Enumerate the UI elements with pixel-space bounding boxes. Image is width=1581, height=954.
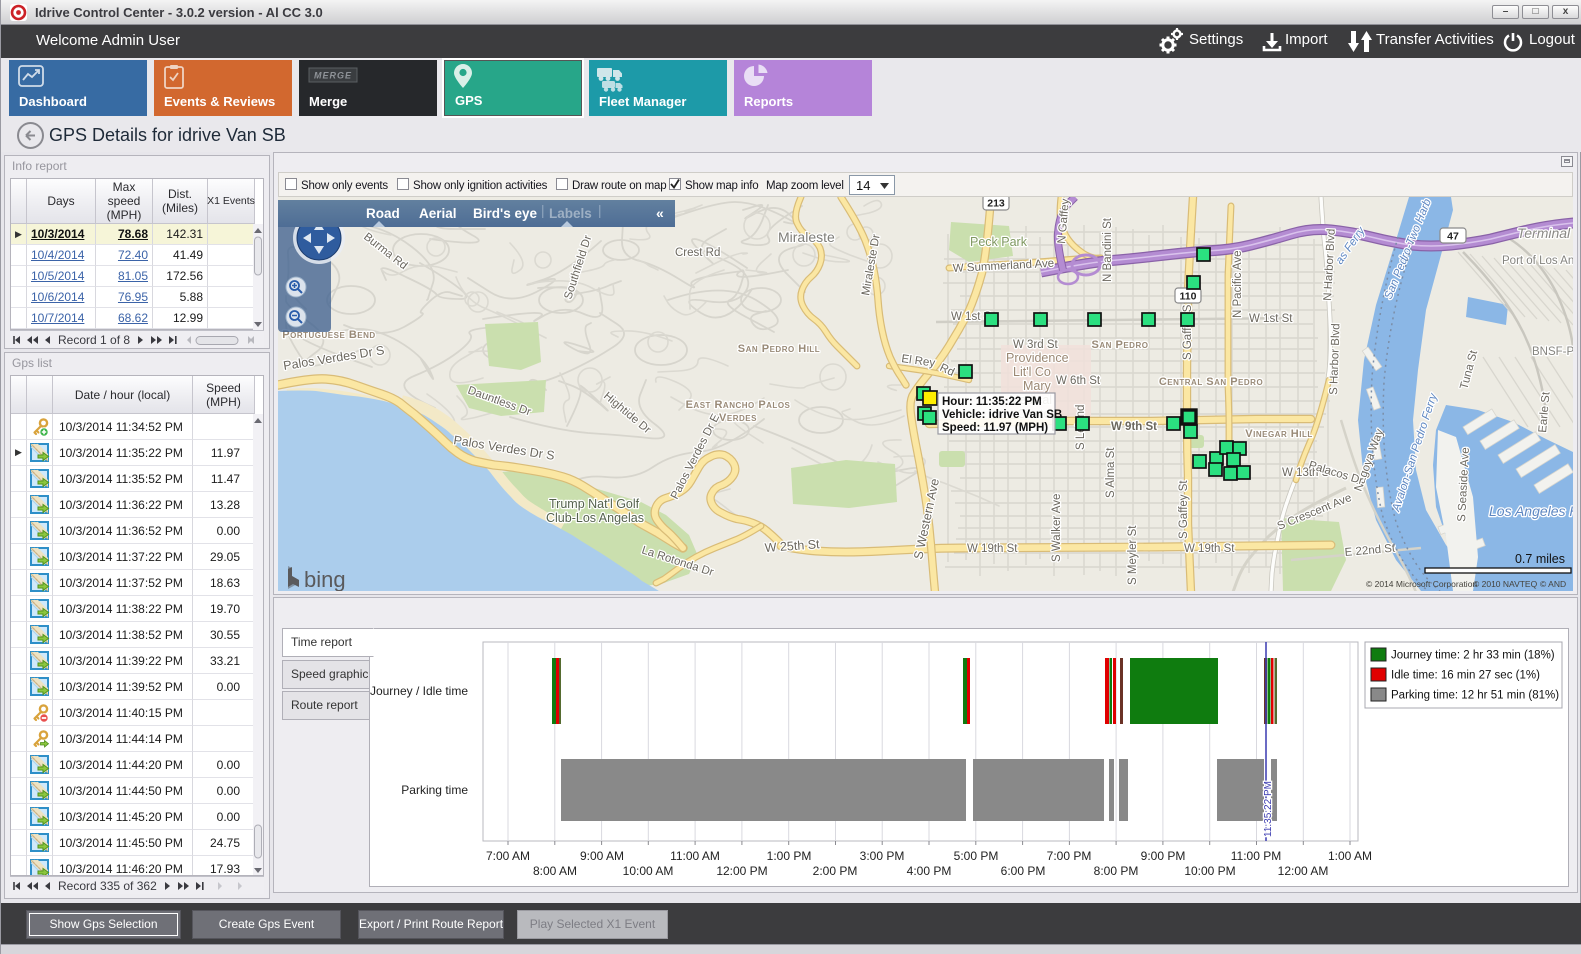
svg-text:5:00 PM: 5:00 PM: [954, 849, 999, 863]
svg-text:Parking time: Parking time: [401, 783, 468, 797]
svg-text:Miraleste: Miraleste: [778, 229, 835, 245]
svg-text:9:00 AM: 9:00 AM: [580, 849, 624, 863]
svg-text:W 1st S: W 1st S: [951, 311, 992, 323]
svg-text:San Pedro Hill: San Pedro Hill: [738, 343, 820, 355]
svg-text:© 2014 Microsoft Corporation: © 2014 Microsoft Corporation: [1366, 579, 1477, 589]
svg-text:Verdes: Verdes: [719, 412, 757, 424]
svg-text:Los Angeles Harb: Los Angeles Harb: [1489, 503, 1573, 519]
svg-text:E 22nd St: E 22nd St: [1344, 543, 1396, 559]
svg-text:Port of Los Angel: Port of Los Angel: [1502, 255, 1573, 267]
svg-text:11:00 PM: 11:00 PM: [1231, 849, 1281, 863]
svg-text:W 13th St: W 13th St: [1282, 467, 1333, 479]
svg-text:Vehicle: idrive Van SB: Vehicle: idrive Van SB: [942, 409, 1062, 421]
svg-text:12:00 PM: 12:00 PM: [716, 864, 767, 878]
svg-text:Vinegar Hill: Vinegar Hill: [1245, 428, 1312, 440]
svg-text:East Rancho Palos: East Rancho Palos: [686, 399, 791, 411]
svg-text:110: 110: [1180, 291, 1197, 303]
svg-text:213: 213: [987, 198, 1005, 210]
svg-text:1:00 PM: 1:00 PM: [767, 849, 812, 863]
svg-text:BNSF-Port: BNSF-Port: [1532, 346, 1573, 358]
svg-text:2:00 PM: 2:00 PM: [813, 864, 858, 878]
svg-text:Terminal Is: Terminal Is: [1517, 225, 1573, 241]
svg-text:Record 1 of 8: Record 1 of 8: [58, 333, 130, 347]
svg-text:MERGE: MERGE: [314, 71, 352, 81]
svg-text:W 25th St: W 25th St: [764, 537, 820, 555]
svg-text:8:00 AM: 8:00 AM: [533, 864, 577, 878]
svg-text:3:00 PM: 3:00 PM: [860, 849, 905, 863]
svg-text:W 9th St: W 9th St: [1111, 421, 1157, 433]
svg-text:7:00 PM: 7:00 PM: [1047, 849, 1092, 863]
svg-text:Journey time: 2 hr 33 min (18%: Journey time: 2 hr 33 min (18%): [1391, 650, 1555, 662]
svg-text:© 2010 NAVTEQ: © 2010 NAVTEQ: [1473, 579, 1538, 589]
svg-text:1:00 AM: 1:00 AM: [1328, 849, 1372, 863]
svg-text:S Alma St: S Alma St: [1105, 447, 1117, 498]
svg-text:Trump Nat'l Golf: Trump Nat'l Golf: [549, 497, 640, 511]
svg-text:Hour: 11:35:22 PM: Hour: 11:35:22 PM: [942, 396, 1042, 408]
svg-text:8:00 PM: 8:00 PM: [1094, 864, 1139, 878]
svg-text:Lit'l Co: Lit'l Co: [1013, 365, 1051, 379]
svg-text:Peck Park: Peck Park: [970, 235, 1028, 249]
svg-text:Club-Los Angelas: Club-Los Angelas: [546, 511, 644, 525]
svg-text:11:00 AM: 11:00 AM: [670, 849, 720, 863]
svg-text:S Gaffey St: S Gaffey St: [1178, 480, 1190, 539]
svg-text:N Bandini St: N Bandini St: [1102, 217, 1114, 282]
svg-text:6:00 PM: 6:00 PM: [1001, 864, 1046, 878]
svg-text:S Meyler St: S Meyler St: [1127, 525, 1139, 585]
svg-text:W 19th St: W 19th St: [1184, 543, 1235, 555]
svg-text:0.7 miles: 0.7 miles: [1515, 552, 1565, 566]
svg-text:11:35:22 PM: 11:35:22 PM: [1263, 781, 1274, 837]
svg-text:Idle time: 16 min 27 sec (1%): Idle time: 16 min 27 sec (1%): [1391, 670, 1540, 682]
svg-text:Earle St: Earle St: [1537, 391, 1553, 434]
svg-text:Record 335 of 362: Record 335 of 362: [58, 879, 157, 893]
svg-text:© AND: © AND: [1540, 579, 1566, 589]
svg-text:Central San Pedro: Central San Pedro: [1159, 376, 1263, 388]
svg-text:Journey / Idle time: Journey / Idle time: [370, 684, 468, 698]
svg-text:S Seaside Ave: S Seaside Ave: [1456, 447, 1472, 522]
svg-text:Crest Rd: Crest Rd: [675, 247, 720, 259]
svg-text:bing: bing: [304, 567, 346, 591]
svg-text:Mary: Mary: [1023, 379, 1052, 393]
svg-text:Providence: Providence: [1006, 351, 1069, 365]
svg-text:47: 47: [1447, 231, 1459, 243]
svg-text:N Harbor Blvd: N Harbor Blvd: [1322, 228, 1338, 301]
svg-text:4:00 PM: 4:00 PM: [907, 864, 952, 878]
svg-text:12:00 AM: 12:00 AM: [1278, 864, 1329, 878]
svg-text:W 6th St: W 6th St: [1056, 375, 1101, 387]
svg-text:10:00 AM: 10:00 AM: [623, 864, 674, 878]
svg-text:San Pedro: San Pedro: [1092, 339, 1149, 351]
svg-text:W 19th St: W 19th St: [967, 543, 1018, 555]
svg-text:Speed: 11.97 (MPH): Speed: 11.97 (MPH): [942, 422, 1048, 434]
svg-text:N Pacific Ave: N Pacific Ave: [1232, 250, 1244, 318]
svg-text:S Harbor Blvd: S Harbor Blvd: [1328, 323, 1342, 395]
svg-text:10:00 PM: 10:00 PM: [1184, 864, 1235, 878]
svg-text:S Walker Ave: S Walker Ave: [1051, 494, 1063, 562]
svg-text:Parking time: 12 hr 51 min (81: Parking time: 12 hr 51 min (81%): [1391, 690, 1559, 702]
svg-text:W 3rd St: W 3rd St: [1013, 339, 1059, 351]
svg-text:9:00 PM: 9:00 PM: [1141, 849, 1186, 863]
svg-text:W 1st St: W 1st St: [1249, 313, 1293, 325]
svg-text:7:00 AM: 7:00 AM: [486, 849, 530, 863]
